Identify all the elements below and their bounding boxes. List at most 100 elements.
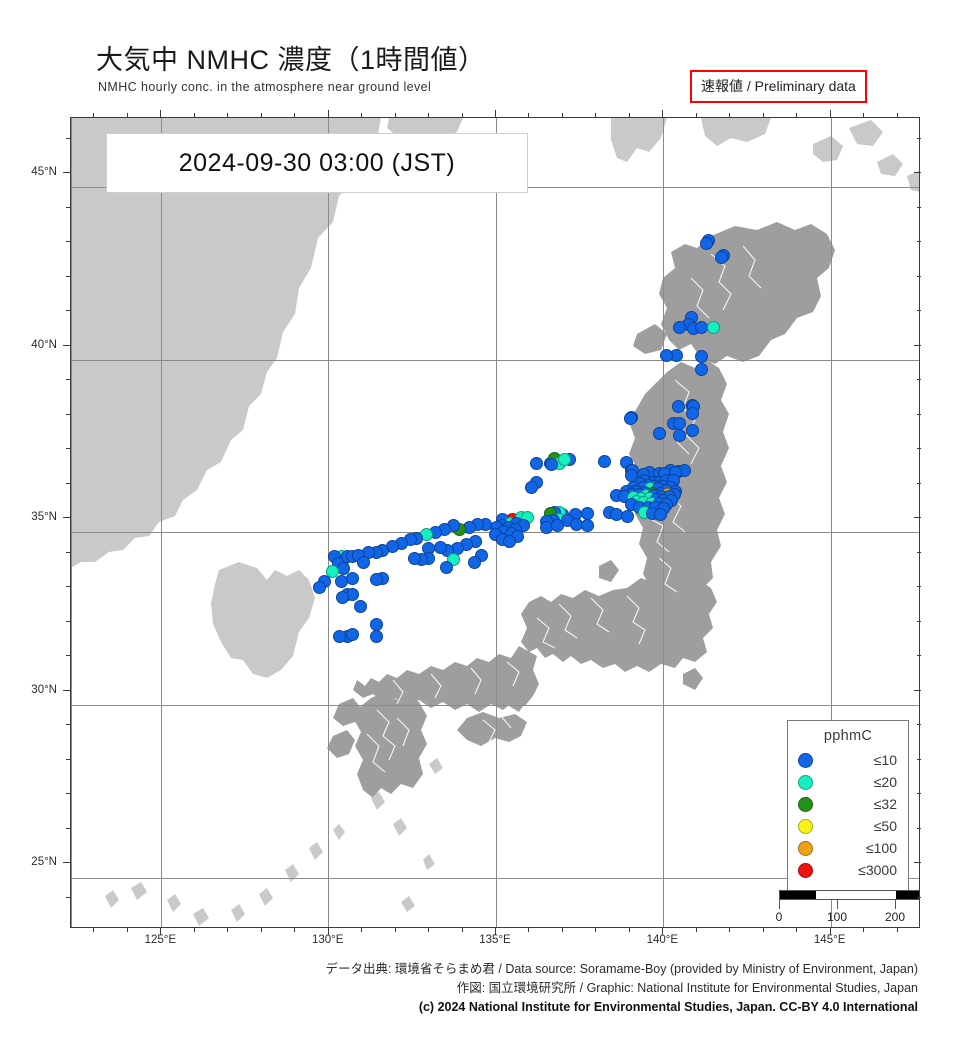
station-dot <box>467 555 481 569</box>
legend-item[interactable]: ≤100 <box>798 837 898 859</box>
y-tick-label: 30°N <box>31 683 57 696</box>
x-tick-minor <box>227 928 229 932</box>
x-tick-major <box>662 928 664 935</box>
graticule-lon-140 <box>663 118 664 927</box>
legend-item-label: ≤32 <box>873 796 897 812</box>
x-tick-minor <box>428 928 430 932</box>
legend-item[interactable]: ≤10 <box>798 749 898 771</box>
station-dot <box>551 519 565 533</box>
y-tick-minor <box>66 413 70 415</box>
station-dot <box>686 406 700 420</box>
legend-item-label: ≤10 <box>873 752 897 768</box>
x-tick-minor-top <box>796 113 798 117</box>
preliminary-data-badge: 速報値 / Preliminary data <box>690 70 867 103</box>
y-tick-minor-right <box>917 482 921 484</box>
graticule-lat-30 <box>71 705 919 706</box>
x-tick-major <box>327 928 329 935</box>
y-tick-minor-right <box>917 827 921 829</box>
legend-color-swatch-icon <box>798 796 813 812</box>
y-tick-label: 40°N <box>31 338 57 351</box>
station-dot <box>707 321 721 335</box>
y-tick-minor <box>66 655 70 657</box>
scale-bar-label: 200 <box>884 910 906 924</box>
x-tick-minor <box>695 928 697 932</box>
y-tick-minor <box>66 241 70 243</box>
y-tick-minor-right <box>917 655 921 657</box>
x-tick-major-top <box>327 110 329 117</box>
station-dot <box>624 411 638 425</box>
station-dot <box>653 427 667 441</box>
station-dot <box>336 590 350 604</box>
station-dot <box>695 349 709 363</box>
station-dot <box>660 348 674 362</box>
y-tick-minor-right <box>917 793 921 795</box>
y-tick-minor-right <box>917 241 921 243</box>
x-tick-minor-top <box>695 113 697 117</box>
footer-copyright: (c) 2024 National Institute for Environm… <box>418 1000 918 1014</box>
x-tick-minor-top <box>863 113 865 117</box>
y-tick-minor <box>66 620 70 622</box>
legend-color-swatch-icon <box>798 862 813 878</box>
x-tick-label: 130°E <box>311 934 344 946</box>
y-tick-minor-right <box>917 551 921 553</box>
y-tick-minor <box>66 206 70 208</box>
station-dot <box>672 428 686 442</box>
x-tick-major-top <box>829 110 831 117</box>
x-tick-minor <box>93 928 95 932</box>
y-tick-minor-right <box>917 896 921 898</box>
y-tick-minor <box>66 551 70 553</box>
legend-item[interactable]: ≤20 <box>798 771 898 793</box>
x-tick-label: 125°E <box>144 934 177 946</box>
page-header: 大気中 NMHC 濃度（1時間値） NMHC hourly conc. in t… <box>0 0 980 117</box>
x-tick-minor <box>193 928 195 932</box>
y-tick-major <box>63 689 70 691</box>
x-tick-minor-top <box>294 113 296 117</box>
x-tick-minor-top <box>93 113 95 117</box>
x-tick-major-top <box>662 110 664 117</box>
legend-item[interactable]: ≤32 <box>798 793 898 815</box>
timestamp-box: 2024-09-30 03:00 (JST) <box>106 133 528 193</box>
x-tick-minor <box>561 928 563 932</box>
legend-item-label: ≤3000 <box>858 862 897 878</box>
y-tick-minor <box>66 586 70 588</box>
footer-data-source: データ出典: 環境省そらまめ君 / Data source: Soramame-… <box>325 962 918 976</box>
scale-bar-label: 0 <box>775 910 783 924</box>
legend-color-swatch-icon <box>798 774 813 790</box>
y-tick-major-right <box>914 344 921 346</box>
x-tick-minor-top <box>896 113 898 117</box>
station-dot <box>672 321 686 335</box>
ryukyu-islands <box>105 758 443 926</box>
y-tick-minor-right <box>917 758 921 760</box>
x-tick-minor <box>896 928 898 932</box>
graticule-lat-25 <box>71 878 919 879</box>
y-tick-minor-right <box>917 310 921 312</box>
scale-bar-segment-half <box>815 891 838 899</box>
y-tick-minor <box>66 896 70 898</box>
station-dot <box>580 506 594 520</box>
foreign-landmass <box>71 118 919 678</box>
x-tick-minor <box>528 928 530 932</box>
legend-item[interactable]: ≤50 <box>798 815 898 837</box>
x-tick-minor-top <box>729 113 731 117</box>
station-dot <box>357 555 371 569</box>
x-tick-minor-top <box>361 113 363 117</box>
x-tick-minor <box>863 928 865 932</box>
footer-graphic-credit: 作図: 国立環境研究所 / Graphic: National Institut… <box>456 981 918 995</box>
y-tick-minor-right <box>917 586 921 588</box>
legend-color-swatch-icon <box>798 752 813 768</box>
graticule-lon-145 <box>831 118 832 927</box>
x-tick-minor <box>361 928 363 932</box>
y-tick-minor-right <box>917 620 921 622</box>
station-dot <box>597 454 611 468</box>
x-tick-minor <box>595 928 597 932</box>
station-dot <box>353 599 367 613</box>
legend-color-swatch-icon <box>798 840 813 856</box>
legend-item-label: ≤20 <box>873 774 897 790</box>
station-dot <box>715 250 729 264</box>
y-tick-minor <box>66 827 70 829</box>
x-tick-minor <box>729 928 731 932</box>
legend-item[interactable]: ≤3000 <box>798 859 898 881</box>
graticule-lon-130 <box>328 118 329 927</box>
station-dot <box>332 629 346 643</box>
y-tick-label: 35°N <box>31 511 57 524</box>
